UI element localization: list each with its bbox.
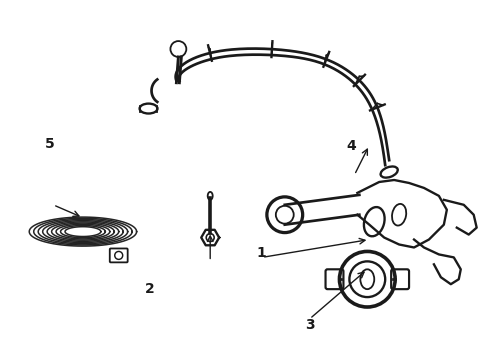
Text: 4: 4 [346, 139, 356, 153]
Text: 2: 2 [144, 282, 154, 296]
Text: 1: 1 [256, 246, 266, 260]
Text: 5: 5 [45, 137, 55, 151]
Text: 3: 3 [305, 318, 314, 332]
